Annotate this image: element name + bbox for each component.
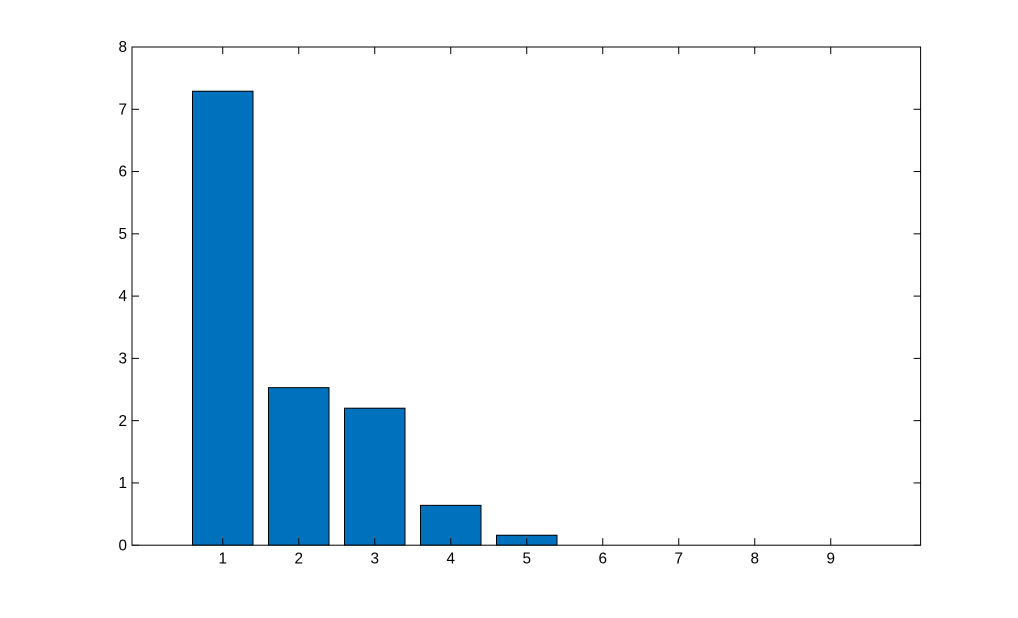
svg-text:5: 5 [522, 550, 531, 567]
svg-text:6: 6 [598, 550, 607, 567]
svg-text:2: 2 [294, 550, 303, 567]
svg-text:2: 2 [118, 413, 127, 430]
svg-text:0: 0 [118, 537, 127, 554]
svg-text:3: 3 [118, 350, 127, 367]
svg-text:6: 6 [118, 164, 127, 181]
svg-text:7: 7 [118, 101, 127, 118]
svg-text:8: 8 [118, 39, 127, 56]
svg-text:9: 9 [826, 550, 835, 567]
svg-text:3: 3 [370, 550, 379, 567]
svg-text:1: 1 [218, 550, 227, 567]
svg-text:1: 1 [118, 475, 127, 492]
svg-text:8: 8 [750, 550, 759, 567]
svg-text:7: 7 [674, 550, 683, 567]
svg-text:4: 4 [118, 288, 127, 305]
svg-text:5: 5 [118, 226, 127, 243]
svg-text:4: 4 [446, 550, 455, 567]
